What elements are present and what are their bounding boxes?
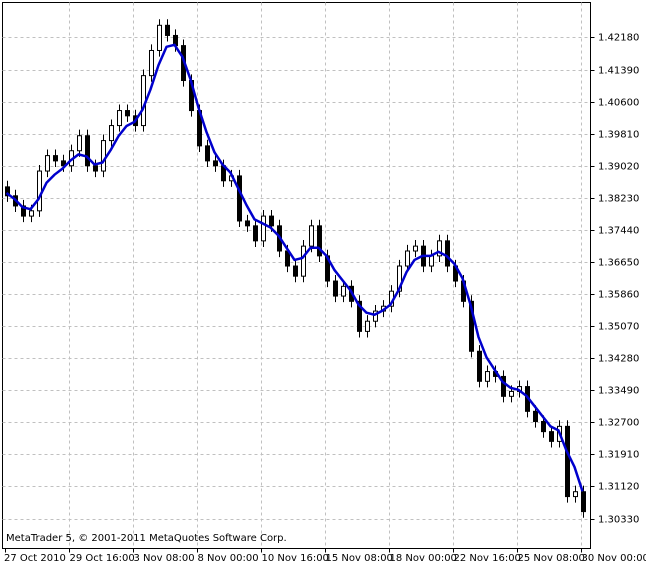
candle-body	[365, 320, 370, 332]
x-tick-label: 30 Nov 00:00	[582, 553, 646, 564]
y-tick-label: 1.32700	[598, 418, 639, 429]
candle-body	[469, 300, 474, 352]
candle-body	[125, 110, 130, 117]
candle-body	[413, 245, 418, 252]
candle-body	[5, 186, 10, 197]
candle-body	[485, 371, 490, 382]
y-tick-label: 1.33490	[598, 386, 639, 397]
candle-body	[293, 265, 298, 277]
candle-body	[405, 250, 410, 267]
x-tick-label: 3 Nov 08:00	[134, 553, 195, 564]
candle-body	[549, 431, 554, 442]
candle-body	[21, 205, 26, 217]
candle-body	[53, 155, 58, 162]
y-tick-label: 1.39020	[598, 162, 639, 173]
candle-body	[317, 225, 322, 257]
candle-body	[541, 420, 546, 433]
moving-average	[5, 43, 584, 492]
candle-body	[509, 390, 514, 397]
candle-body	[61, 160, 66, 167]
candle-body	[573, 491, 578, 498]
candle-body	[93, 165, 98, 172]
candle-body	[237, 175, 242, 222]
x-tick-label: 25 Nov 08:00	[518, 553, 585, 564]
candle-body	[533, 410, 538, 422]
y-tick-label: 1.34280	[598, 354, 639, 365]
candle-body	[261, 215, 266, 242]
candle-body	[373, 310, 378, 322]
y-tick-label: 1.42180	[598, 33, 639, 44]
y-tick-label: 1.31910	[598, 450, 639, 461]
candle-body	[101, 140, 106, 172]
candle-body	[117, 110, 122, 127]
x-tick-label: 10 Nov 16:00	[262, 553, 329, 564]
candle-body	[309, 225, 314, 247]
candle-body	[205, 145, 210, 162]
candle-body	[157, 24, 162, 51]
y-tick-label: 1.31120	[598, 482, 639, 493]
candle-body	[253, 225, 258, 242]
watermark: MetaTrader 5, © 2001-2011 MetaQuotes Sof…	[6, 533, 287, 544]
y-tick-label: 1.40600	[598, 98, 639, 109]
candle-body	[245, 220, 250, 227]
candle-body	[45, 155, 50, 172]
x-tick-label: 15 Nov 08:00	[326, 553, 393, 564]
candle-body	[581, 491, 586, 513]
candle-body	[29, 210, 34, 217]
candle-body	[165, 24, 170, 36]
candle-body	[85, 135, 90, 167]
y-tick-label: 1.35860	[598, 290, 639, 301]
candle-body	[477, 350, 482, 382]
candle-body	[357, 300, 362, 332]
candle-body	[109, 125, 114, 142]
y-tick-label: 1.30330	[598, 515, 639, 526]
candle-body	[149, 49, 154, 77]
y-tick-label: 1.41390	[598, 66, 639, 77]
y-tick-label: 1.38230	[598, 194, 639, 205]
y-tick-label: 1.35070	[598, 322, 639, 333]
y-tick-label: 1.39810	[598, 130, 639, 141]
candle-body	[429, 255, 434, 267]
x-tick-label: 18 Nov 00:00	[390, 553, 457, 564]
candle-body	[213, 160, 218, 167]
candle-body	[565, 425, 570, 498]
x-tick-label: 29 Oct 16:00	[70, 553, 135, 564]
candle-body	[397, 265, 402, 292]
candle-body	[437, 240, 442, 257]
y-tick-label: 1.36650	[598, 258, 639, 269]
candle-body	[301, 245, 306, 277]
candle-body	[445, 240, 450, 267]
y-tick-label: 1.37440	[598, 226, 639, 237]
candle-body	[37, 170, 42, 212]
x-tick-label: 22 Nov 16:00	[454, 553, 521, 564]
candle-body	[333, 280, 338, 297]
candle-body	[77, 135, 82, 152]
x-tick-label: 8 Nov 00:00	[198, 553, 259, 564]
candle-body	[269, 215, 274, 227]
candle-body	[501, 375, 506, 397]
candle-body	[341, 285, 346, 297]
x-tick-label: 27 Oct 2010	[4, 553, 66, 564]
